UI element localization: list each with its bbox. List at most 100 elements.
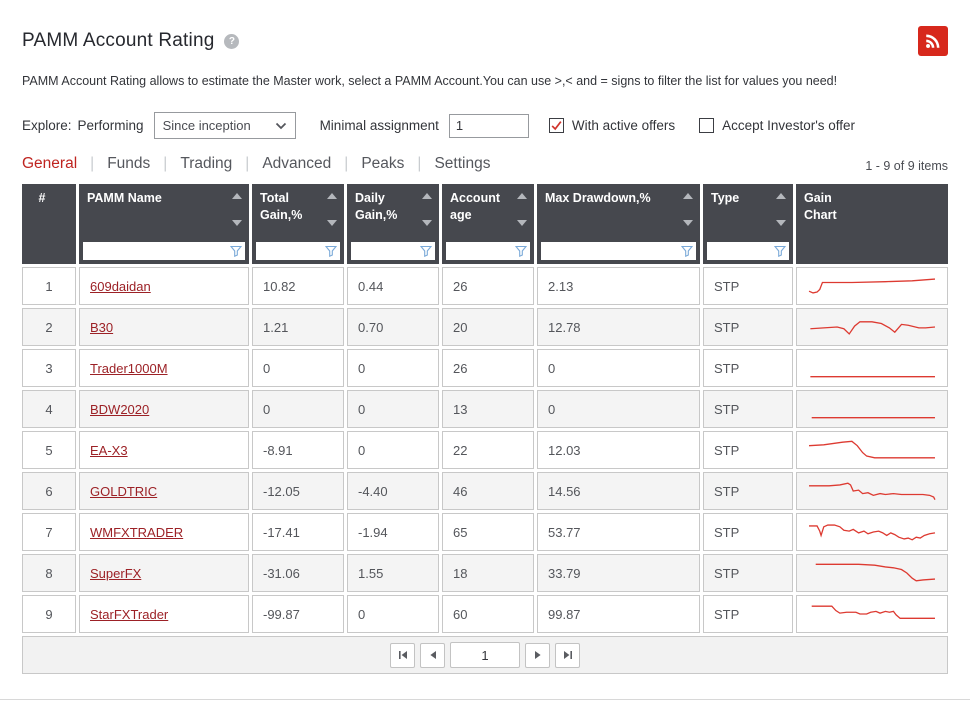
- minimal-assignment-input[interactable]: [448, 113, 529, 138]
- column-filter-input-max-drawdown[interactable]: [541, 242, 681, 260]
- pamm-name-link[interactable]: B30: [90, 319, 114, 335]
- next-page-icon: [534, 651, 541, 659]
- period-select[interactable]: Since inception: [153, 112, 296, 139]
- total-gain-cell: -12.05: [252, 472, 344, 510]
- sort-desc-icon[interactable]: [776, 220, 786, 226]
- column-filter: [707, 242, 789, 260]
- row-number: 1: [22, 267, 76, 305]
- column-header-type[interactable]: Type: [703, 184, 793, 264]
- sort-asc-icon[interactable]: [517, 193, 527, 199]
- column-filter-input-pamm-name[interactable]: [83, 242, 230, 260]
- pamm-name-cell: B30: [79, 308, 249, 346]
- sort-arrows: [327, 193, 337, 226]
- sort-asc-icon[interactable]: [422, 193, 432, 199]
- pamm-name-link[interactable]: EA-X3: [90, 442, 128, 458]
- account-age-cell: 26: [442, 267, 534, 305]
- pamm-name-link[interactable]: SuperFX: [90, 565, 142, 581]
- pamm-name-cell: 609daidan: [79, 267, 249, 305]
- tab-separator: |: [163, 155, 168, 172]
- tab-advanced[interactable]: Advanced: [262, 155, 332, 172]
- total-gain-cell: 10.82: [252, 267, 344, 305]
- filter-funnel-icon[interactable]: [681, 245, 693, 257]
- gain-chart-sparkline: [805, 437, 939, 463]
- with-active-offers-checkbox[interactable]: With active offers: [548, 118, 675, 133]
- table-header-row: # PAMM Name Total Gain,% Daily Gain,% Accoun…: [22, 184, 948, 264]
- sort-asc-icon[interactable]: [776, 193, 786, 199]
- column-label: Max Drawdown,%: [545, 191, 651, 205]
- column-header-pamm-name[interactable]: PAMM Name: [79, 184, 249, 264]
- pamm-name-link[interactable]: StarFXTrader: [90, 606, 169, 622]
- previous-page-button[interactable]: [420, 642, 445, 668]
- column-label: Daily Gain,%: [355, 191, 398, 222]
- column-filter-input-account-age[interactable]: [446, 242, 515, 260]
- accept-investors-offer-checkbox[interactable]: Accept Investor's offer: [699, 118, 855, 133]
- pamm-name-cell: WMFXTRADER: [79, 513, 249, 551]
- help-icon[interactable]: ?: [224, 33, 240, 49]
- column-filter-input-total-gain[interactable]: [256, 242, 325, 260]
- column-header-account-age[interactable]: Account age: [442, 184, 534, 264]
- sort-desc-icon[interactable]: [517, 220, 527, 226]
- column-header-max-drawdown[interactable]: Max Drawdown,%: [537, 184, 700, 264]
- filter-bar: Explore: Performing Since inception Mini…: [22, 112, 948, 139]
- pamm-name-cell: StarFXTrader: [79, 595, 249, 633]
- sort-desc-icon[interactable]: [232, 220, 242, 226]
- pagination-bar: [22, 636, 948, 674]
- daily-gain-cell: 1.55: [347, 554, 439, 592]
- sort-asc-icon[interactable]: [327, 193, 337, 199]
- column-filter: [541, 242, 696, 260]
- gain-chart-cell: [796, 308, 948, 346]
- row-number: 2: [22, 308, 76, 346]
- sort-asc-icon[interactable]: [683, 193, 693, 199]
- daily-gain-cell: 0: [347, 390, 439, 428]
- filter-funnel-icon[interactable]: [325, 245, 337, 257]
- gain-chart-cell: [796, 390, 948, 428]
- sort-desc-icon[interactable]: [683, 220, 693, 226]
- gain-chart-sparkline: [805, 478, 939, 504]
- column-header-daily-gain[interactable]: Daily Gain,%: [347, 184, 439, 264]
- tab-settings[interactable]: Settings: [434, 155, 491, 172]
- tab-trading[interactable]: Trading: [180, 155, 233, 172]
- column-filter-input-daily-gain[interactable]: [351, 242, 420, 260]
- tab-general[interactable]: General: [22, 155, 78, 172]
- filter-funnel-icon[interactable]: [515, 245, 527, 257]
- account-age-cell: 26: [442, 349, 534, 387]
- tab-separator: |: [90, 155, 95, 172]
- next-page-button[interactable]: [525, 642, 550, 668]
- filter-funnel-icon[interactable]: [774, 245, 786, 257]
- sort-arrows: [683, 193, 693, 226]
- pamm-name-link[interactable]: BDW2020: [90, 401, 150, 417]
- max-drawdown-cell: 0: [537, 390, 700, 428]
- pamm-name-link[interactable]: GOLDTRIC: [90, 483, 158, 499]
- total-gain-cell: -17.41: [252, 513, 344, 551]
- column-filter: [83, 242, 245, 260]
- type-cell: STP: [703, 308, 793, 346]
- column-filter: [351, 242, 435, 260]
- filter-funnel-icon[interactable]: [420, 245, 432, 257]
- sort-desc-icon[interactable]: [422, 220, 432, 226]
- pamm-rating-page: PAMM Account Rating ? PAMM Account Ratin…: [0, 26, 970, 674]
- rss-icon[interactable]: [918, 26, 948, 56]
- sort-asc-icon[interactable]: [232, 193, 242, 199]
- tab-peaks[interactable]: Peaks: [361, 155, 405, 172]
- total-gain-cell: -31.06: [252, 554, 344, 592]
- pamm-name-link[interactable]: WMFXTRADER: [90, 524, 184, 540]
- gain-chart-sparkline: [805, 560, 939, 586]
- pamm-name-link[interactable]: 609daidan: [90, 278, 151, 294]
- max-drawdown-cell: 0: [537, 349, 700, 387]
- column-header-total-gain[interactable]: Total Gain,%: [252, 184, 344, 264]
- last-page-button[interactable]: [555, 642, 580, 668]
- max-drawdown-cell: 2.13: [537, 267, 700, 305]
- first-page-button[interactable]: [390, 642, 415, 668]
- table-row: 5 EA-X3 -8.91 0 22 12.03 STP: [22, 431, 948, 469]
- account-age-cell: 65: [442, 513, 534, 551]
- sort-desc-icon[interactable]: [327, 220, 337, 226]
- column-filter-input-type[interactable]: [707, 242, 774, 260]
- page-number-input[interactable]: [450, 642, 520, 668]
- tab-funds[interactable]: Funds: [107, 155, 151, 172]
- sort-arrows: [422, 193, 432, 226]
- table-row: 3 Trader1000M 0 0 26 0 STP: [22, 349, 948, 387]
- filter-funnel-icon[interactable]: [230, 245, 242, 257]
- pamm-name-link[interactable]: Trader1000M: [90, 360, 168, 376]
- tabs-row: General | Funds | Trading | Advanced | Peaks | Set…: [22, 155, 948, 173]
- table-row: 9 StarFXTrader -99.87 0 60 99.87 STP: [22, 595, 948, 633]
